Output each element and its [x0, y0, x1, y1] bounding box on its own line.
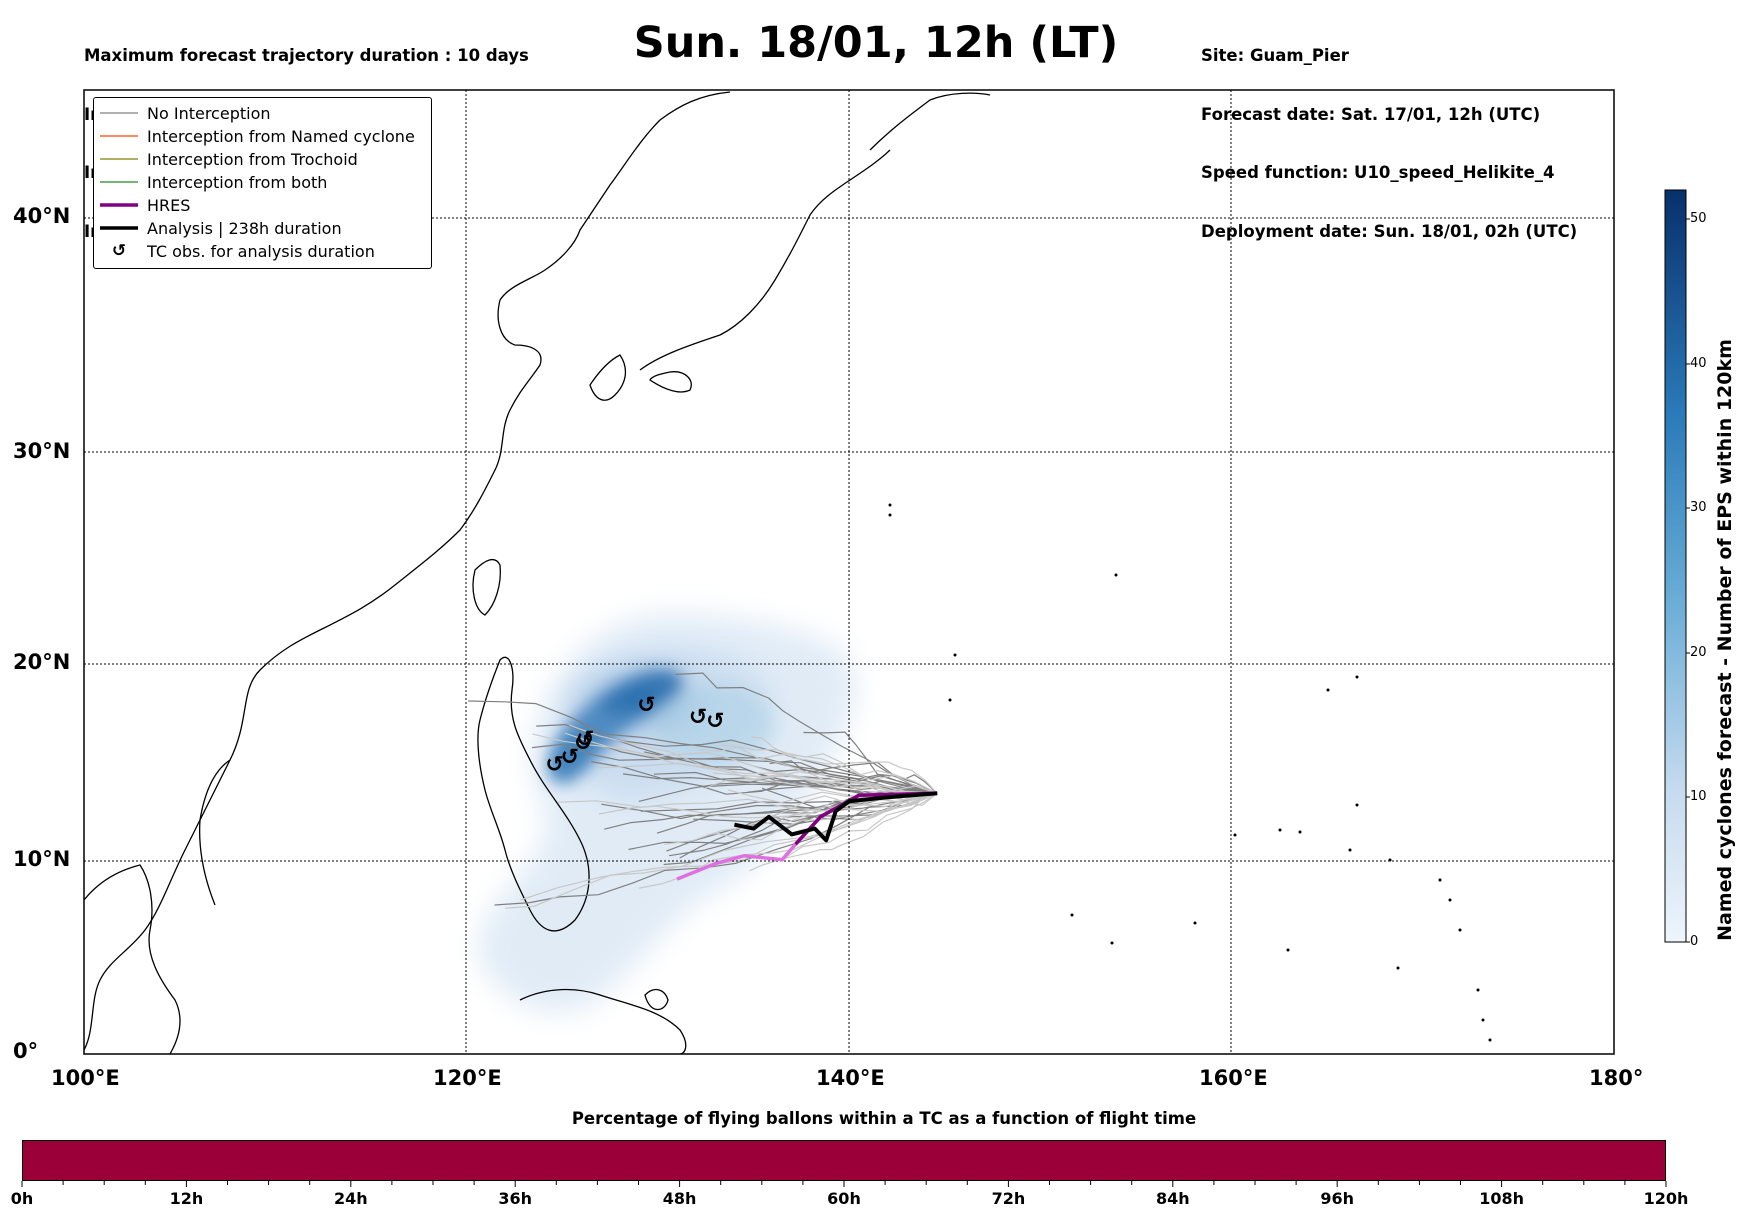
eps-trajectory-line — [697, 746, 938, 794]
legend-label: HRES — [147, 195, 191, 215]
eps-trajectory-line — [638, 775, 938, 802]
colorbar-tick-20: 20 — [1690, 645, 1707, 660]
map-area: ↺↺↺↺↺ ↺↺ — [84, 90, 1614, 1054]
map-frame — [83, 89, 1615, 1055]
japan-honshu — [639, 149, 891, 371]
flight-hour-label: 108h — [1479, 1189, 1524, 1208]
flight-hour-label: 48h — [662, 1189, 697, 1208]
flight-bar-title: Percentage of flying ballons within a TC… — [571, 1109, 1197, 1128]
asia-mainland-coast — [84, 91, 731, 1051]
flight-hour-label: 120h — [1643, 1189, 1689, 1208]
colorbar-tick-40: 40 — [1690, 356, 1707, 371]
flight-hour-label: 24h — [333, 1189, 368, 1208]
site-text: Site: Guam_Pier — [1201, 46, 1349, 65]
eps-trajectory-line — [532, 743, 938, 795]
colorbar-tick-50: 50 — [1690, 211, 1707, 226]
eps-trajectory-line — [598, 762, 938, 794]
korea-south — [589, 354, 627, 401]
eps-trajectory-line — [718, 744, 938, 794]
map-legend: No Interception Interception from Named … — [93, 97, 432, 269]
legend-label: Analysis | 238h duration — [147, 218, 342, 238]
colorbar-ticks — [1686, 218, 1690, 943]
flight-hour-label: 96h — [1320, 1189, 1355, 1208]
coastlines — [84, 91, 991, 1054]
legend-label: Interception from both — [147, 172, 328, 192]
flight-bar-ticks — [21, 1181, 1667, 1187]
legend-swatch-olive — [100, 158, 138, 160]
forecast-date-text: Forecast date: Sat. 17/01, 12h (UTC) — [1201, 104, 1541, 124]
speed-function-text: Speed function: U10_speed_Helikite_4 — [1201, 163, 1555, 182]
flight-hour-label: 0h — [10, 1189, 34, 1208]
flight-time-bar — [22, 1140, 1666, 1181]
japan-hokkaido — [869, 92, 991, 151]
legend-swatch-orange — [100, 135, 138, 137]
legend-label: No Interception — [147, 103, 271, 123]
eps-trajectory-line — [588, 740, 938, 794]
lon-tick-100: 100°E — [51, 1066, 120, 1090]
lon-tick-180: 180° — [1589, 1066, 1644, 1090]
lat-tick-20: 20°N — [13, 650, 71, 674]
colorbar-tick-0: 0 — [1690, 934, 1699, 949]
philippines-islands — [477, 656, 590, 932]
site-parameters: Site: Guam_Pier Forecast date: Sat. 17/0… — [1201, 7, 1577, 261]
colorbar-tick-10: 10 — [1690, 789, 1707, 804]
legend-swatch-purple — [100, 203, 138, 207]
japan-kyushu — [649, 371, 692, 393]
tc-obs-marker: ↺ — [545, 753, 563, 778]
flight-hour-label: 84h — [1155, 1189, 1190, 1208]
eps-trajectory-line — [728, 789, 938, 804]
lon-tick-120: 120°E — [433, 1066, 502, 1090]
flight-hour-label: 12h — [169, 1189, 204, 1208]
eps-trajectory-line — [532, 733, 938, 797]
legend-label: TC obs. for analysis duration — [147, 241, 375, 261]
eps-trajectory-line — [675, 672, 938, 794]
legend-label: Interception from Named cyclone — [147, 126, 415, 146]
tc-obs-marker: ↺ — [706, 709, 724, 734]
colorbar — [1664, 189, 1687, 943]
tc-symbol-icon: ↺ — [111, 241, 127, 261]
lat-tick-40: 40°N — [13, 204, 71, 228]
eps-trajectory-line — [468, 700, 938, 794]
legend-swatch-grey — [100, 112, 138, 114]
eps-trajectory-line — [536, 723, 938, 794]
eps-trajectory-line — [757, 753, 938, 794]
legend-label: Interception from Trochoid — [147, 149, 358, 169]
lat-tick-30: 30°N — [13, 439, 71, 463]
flight-hour-label: 60h — [827, 1189, 861, 1208]
tc-obs-marker: ↺ — [574, 731, 592, 756]
tc-obs-marker: ↺ — [576, 727, 594, 752]
gridlines — [84, 90, 1614, 1054]
lon-tick-140: 140°E — [816, 1066, 885, 1090]
eps-trajectory-line — [569, 724, 938, 794]
lat-tick-10: 10°N — [13, 847, 71, 871]
tc-obs-marker: ↺ — [561, 745, 579, 770]
pacific-islands — [888, 503, 1492, 1042]
vietnam-coast — [199, 759, 231, 906]
max-duration-text: Maximum forecast trajectory duration : 1… — [84, 46, 529, 65]
tc-obs-marker: ↺ — [689, 705, 707, 730]
tc-observations: ↺↺↺↺↺ ↺↺ — [545, 693, 724, 778]
legend-swatch-black — [100, 226, 138, 230]
eps-trajectory-line — [663, 792, 938, 845]
colorbar-tick-30: 30 — [1690, 500, 1707, 515]
lon-tick-160: 160°E — [1199, 1066, 1268, 1090]
colorbar-label: Named cyclones forecast - Number of EPS … — [1714, 339, 1736, 941]
lat-tick-0: 0° — [13, 1039, 39, 1063]
deployment-date-text: Deployment date: Sun. 18/01, 02h (UTC) — [1201, 221, 1578, 241]
page-title: Sun. 18/01, 12h (LT) — [633, 18, 1119, 68]
eps-trajectory-line — [557, 792, 938, 812]
taiwan-island — [472, 558, 501, 616]
analysis-track — [733, 791, 938, 843]
eps-trajectory-line — [520, 792, 938, 901]
eps-trajectory-line — [505, 792, 938, 909]
flight-hour-label: 36h — [498, 1189, 533, 1208]
tc-obs-marker: ↺ — [637, 693, 655, 718]
flight-hour-label: 72h — [991, 1189, 1026, 1208]
legend-swatch-green — [100, 181, 138, 183]
borneo-sulawesi-coast — [519, 988, 687, 1054]
sulawesi-north — [644, 988, 669, 1011]
indochina-coast — [84, 864, 181, 1054]
